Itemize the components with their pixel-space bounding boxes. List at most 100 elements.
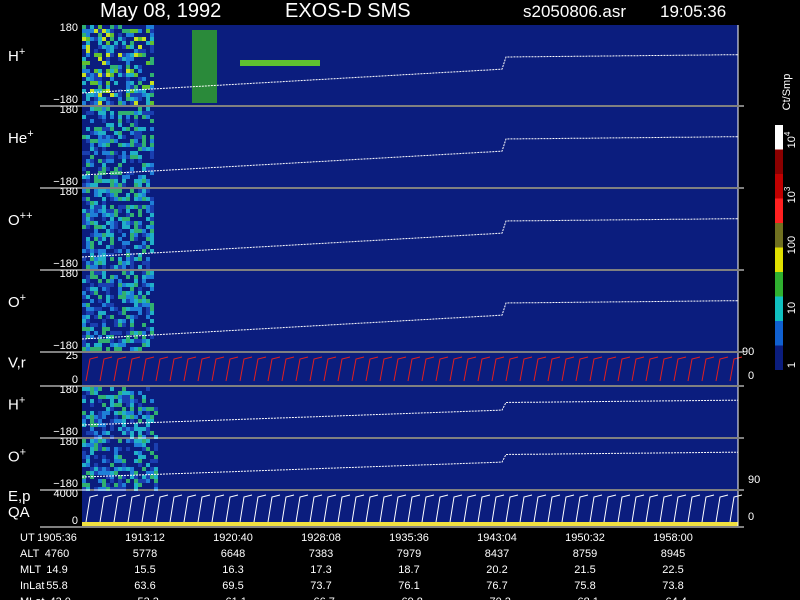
footer-cell: −61.1: [219, 596, 247, 600]
spectrum-cell: [126, 77, 130, 81]
spectrum-cell: [82, 323, 86, 327]
spectrum-cell: [102, 205, 106, 209]
spectrum-cell: [98, 241, 102, 245]
spectrum-cell: [142, 427, 146, 431]
spectrum-cell: [122, 175, 126, 179]
spectrum-cell: [106, 299, 110, 303]
spectrum-cell: [94, 89, 98, 93]
spectrum-cell: [142, 249, 146, 253]
spectrum-cell: [130, 131, 134, 135]
spectrum-cell: [146, 25, 150, 29]
spectrum-cell: [138, 419, 142, 423]
y-top-label: 180: [60, 186, 78, 198]
y-top-label: 180: [60, 436, 78, 448]
spectrum-cell: [118, 447, 122, 451]
spectrum-cell: [126, 111, 130, 115]
spectrum-cell: [94, 183, 98, 187]
spectrum-cell: [122, 241, 126, 245]
spectrum-cell: [94, 455, 98, 459]
spectrum-cell: [138, 143, 142, 147]
spectrum-cell: [154, 407, 158, 411]
spectrum-cell: [142, 193, 146, 197]
spectrum-cell: [102, 471, 106, 475]
spectrum-cell: [122, 225, 126, 229]
spectrum-cell: [130, 411, 134, 415]
spectrum-cell: [150, 127, 154, 131]
spectrum-cell: [142, 435, 146, 439]
spectrum-cell: [142, 455, 146, 459]
spectrum-cell: [82, 343, 86, 347]
spectrum-cell: [98, 193, 102, 197]
spectrum-cell: [126, 261, 130, 265]
spectrum-cell: [110, 123, 114, 127]
spectrum-cell: [122, 343, 126, 347]
spectrum-cell: [102, 131, 106, 135]
spectrum-cell: [138, 229, 142, 233]
spectrum-cell: [130, 295, 134, 299]
spectrum-cell: [142, 179, 146, 183]
spectrum-cell: [150, 287, 154, 291]
spectrum-cell: [130, 85, 134, 89]
spectrum-cell: [110, 151, 114, 155]
y-bottom-label: −180: [53, 94, 78, 106]
spectrum-cell: [106, 447, 110, 451]
spectrum-cell: [114, 451, 118, 455]
footer-cell: −53.3: [131, 596, 159, 600]
spectrum-cell: [118, 479, 122, 483]
spectrum-cell: [110, 217, 114, 221]
spectrum-cell: [106, 61, 110, 65]
spectrum-cell: [118, 123, 122, 127]
spectrum-cell: [82, 347, 86, 351]
spectrum-cell: [110, 339, 114, 343]
spectrum-cell: [142, 271, 146, 275]
spectrum-cell: [90, 427, 94, 431]
spectrum-cell: [146, 475, 150, 479]
spectrum-cell: [118, 261, 122, 265]
spectrum-cell: [90, 253, 94, 257]
spectrum-cell: [146, 271, 150, 275]
spectrum-cell: [90, 257, 94, 261]
spectrum-cell: [86, 135, 90, 139]
spectrum-cell: [110, 139, 114, 143]
colorbar-seg: [775, 223, 783, 248]
spectrum-cell: [82, 25, 86, 29]
spectrum-cell: [138, 45, 142, 49]
spectrum-cell: [106, 327, 110, 331]
spectrum-cell: [106, 471, 110, 475]
y-top-label: 180: [60, 104, 78, 116]
spectrum-cell: [150, 331, 154, 335]
spectrum-cell: [150, 111, 154, 115]
panel-label: O+: [8, 292, 26, 311]
spectrum-cell: [142, 37, 146, 41]
spectrum-cell: [146, 197, 150, 201]
spectrum-cell: [118, 53, 122, 57]
spectrum-cell: [150, 311, 154, 315]
spectrum-cell: [82, 213, 86, 217]
spectrum-cell: [110, 275, 114, 279]
spectrum-cell: [110, 343, 114, 347]
spectrum-cell: [118, 111, 122, 115]
spectrum-cell: [114, 395, 118, 399]
spectrum-cell: [102, 171, 106, 175]
spectrum-cell: [90, 327, 94, 331]
spectrum-cell: [192, 30, 217, 103]
spectrum-cell: [134, 115, 138, 119]
spectrum-cell: [94, 331, 98, 335]
spectrum-cell: [114, 331, 118, 335]
spectrum-cell: [94, 391, 98, 395]
footer-cell: 22.5: [662, 564, 683, 576]
spectrum-cell: [134, 443, 138, 447]
spectrum-cell: [90, 111, 94, 115]
spectrum-cell: [142, 229, 146, 233]
spectrum-cell: [138, 69, 142, 73]
spectrum-cell: [146, 245, 150, 249]
spectrum-cell: [134, 93, 138, 97]
spectrum-cell: [118, 257, 122, 261]
panel-label: E,p: [8, 488, 31, 505]
spectrum-cell: [82, 29, 86, 33]
spectrum-cell: [126, 447, 130, 451]
spectrum-cell: [126, 403, 130, 407]
spectrum-cell: [150, 93, 154, 97]
spectrum-cell: [146, 101, 150, 105]
spectrum-cell: [90, 89, 94, 93]
